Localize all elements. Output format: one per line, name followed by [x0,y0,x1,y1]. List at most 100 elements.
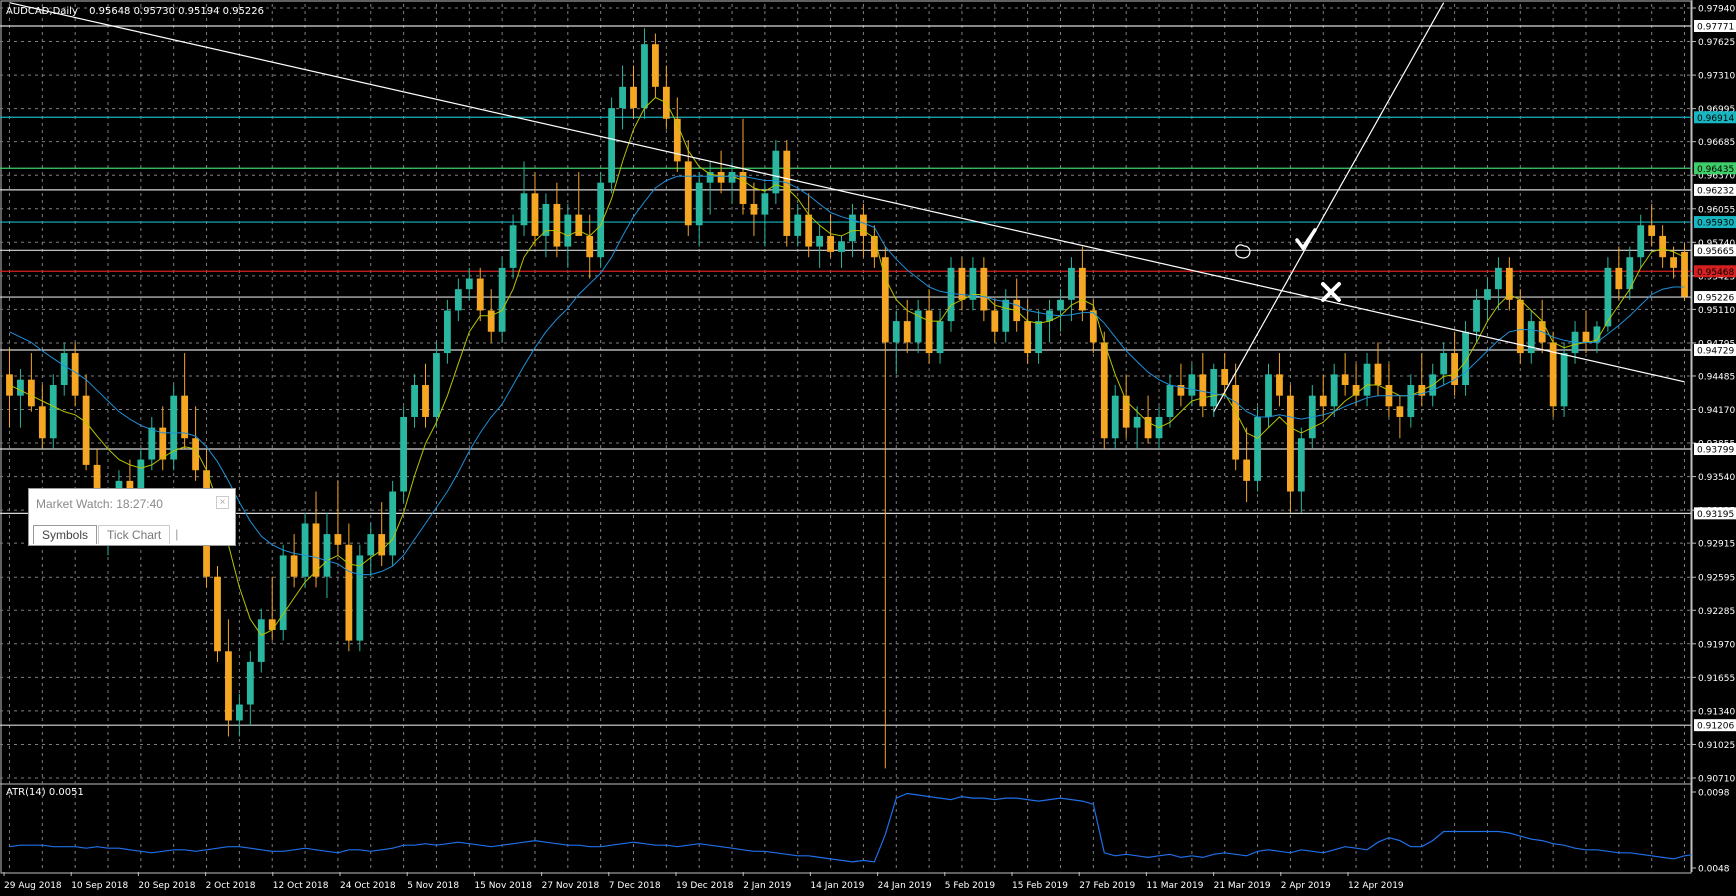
candle-body [936,321,944,354]
candle-body [772,150,780,194]
candle-body [630,86,637,109]
candle-body [860,214,867,236]
candle-body [597,182,605,258]
trendline[interactable] [9,2,1685,383]
candle-body [827,235,834,252]
candle-body [783,150,791,236]
price-level-label: 0.95468 [1697,268,1734,278]
date-tick-label: 24 Jan 2019 [878,881,932,891]
candle-body [1046,310,1053,322]
candle-body [903,321,911,343]
checkmark-icon [1295,228,1317,252]
price-level-badge [1694,343,1736,356]
candle-body [345,544,353,641]
date-tick-label: 2 Jan 2019 [743,881,791,891]
candle-body [849,214,856,242]
price-level-label: 0.91206 [1697,722,1734,732]
candle-body [739,172,747,204]
trendline[interactable] [1213,2,1445,412]
date-tick-label: 15 Nov 2018 [474,881,532,891]
candle-body [290,555,298,577]
candle-body [509,225,517,268]
price-level-badge [1694,265,1736,278]
candle-body [159,427,167,460]
date-tick-label: 27 Feb 2019 [1079,881,1135,891]
price-level-badge [1694,19,1736,32]
candle-body [1243,459,1250,481]
price-level-label: 0.96232 [1697,186,1734,196]
candle-body [892,321,900,343]
tab-separator: | [175,527,179,541]
date-tick-label: 29 Aug 2018 [4,881,62,891]
date-tick-label: 5 Nov 2018 [407,881,459,891]
candle-body [1593,326,1601,343]
candle-body [947,267,955,322]
candle-body [71,353,79,396]
tab-tick-chart[interactable]: Tick Chart [98,525,171,544]
candle-body [257,619,265,662]
date-tick-label: 2 Apr 2019 [1281,881,1331,891]
atr-tick-label: 0.0048 [1698,865,1730,875]
tab-symbols[interactable]: Symbols [33,525,98,544]
candle-body [925,310,933,354]
price-tick-label: 0.92595 [1698,574,1735,584]
candle-body [60,353,68,386]
candle-body [1659,235,1667,258]
candle-body [422,385,429,417]
candle-body [27,379,35,407]
candle-body [1177,385,1185,396]
atr-tick-label: 0.0098 [1698,789,1730,799]
horizontal-levels[interactable] [0,25,1692,726]
price-level-label: 0.95665 [1697,247,1734,257]
candle-body [1068,267,1075,300]
price-tick-label: 0.92285 [1698,607,1735,617]
price-tick-label: 0.96995 [1698,105,1735,115]
trendlines[interactable] [9,2,1685,412]
candle-body [794,214,802,236]
price-level-label: 0.95226 [1697,294,1734,304]
candle-body [1582,331,1590,343]
candle-body [1396,406,1404,417]
symbol-name: AUDCAD,Daily [6,6,78,17]
chart-frame [0,0,1692,874]
price-tick-label: 0.96685 [1698,138,1735,148]
close-icon[interactable]: × [216,496,229,509]
candle-body [608,108,616,183]
candle-body [1221,369,1229,386]
candle-body [279,555,287,630]
candle-body [148,427,156,460]
candle-body [17,379,24,396]
candle-body [246,661,254,705]
date-tick-label: 24 Oct 2018 [340,881,396,891]
candle-body [805,214,813,247]
candle-body [1363,363,1371,396]
candle-body [553,203,561,247]
date-tick-label: 12 Oct 2018 [273,881,329,891]
candle-body [6,374,13,396]
candle-body [1473,299,1480,332]
candle-body [673,118,681,162]
date-tick-label: 12 Apr 2019 [1348,881,1404,891]
candle-body [137,459,145,513]
candle-body [1560,353,1568,407]
candle-body [454,289,462,311]
candle-body [38,406,46,439]
candle-body [1122,395,1130,428]
price-level-label: 0.93799 [1697,446,1734,456]
candle-body [444,310,451,354]
candle-body [225,651,232,721]
candle-body [619,86,626,109]
price-tick-label: 0.97625 [1698,38,1735,48]
price-level-label: 0.95930 [1697,219,1734,229]
market-watch-panel[interactable]: Market Watch: 18:27:40 × Symbols Tick Ch… [28,488,236,546]
price-tick-label: 0.91970 [1698,640,1735,650]
candle-body [870,235,878,258]
date-tick-label: 7 Dec 2018 [609,881,661,891]
candle-body [498,267,506,332]
candle-body [641,44,648,109]
price-level-label: 0.93195 [1697,510,1734,520]
candle-body [1681,251,1688,297]
price-tick-label: 0.96055 [1698,205,1735,215]
